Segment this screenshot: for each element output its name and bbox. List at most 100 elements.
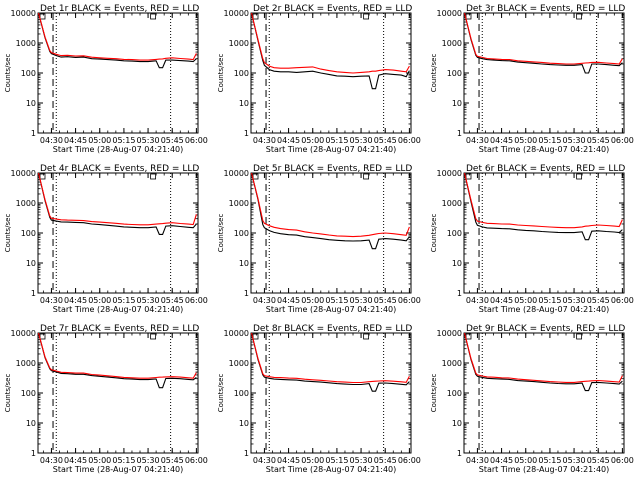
series-black-line <box>251 173 410 250</box>
plot-frame <box>463 332 625 454</box>
series-black-line <box>38 173 197 235</box>
corner-box-right <box>576 13 583 20</box>
y-tick-label: 10000 <box>437 329 462 338</box>
x-tick-05-15: 05:15 <box>112 296 135 305</box>
series-red-line <box>38 173 197 226</box>
y-tick-label: 1000 <box>442 39 462 48</box>
x-tick-04-45: 04:45 <box>277 456 300 465</box>
x-tick-04-30: 04:30 <box>253 296 276 305</box>
y-tick-label: 100 <box>21 389 36 398</box>
corner-box-left <box>252 13 259 20</box>
x-axis-label: Start Time (28-Aug-07 04:21:40) <box>479 305 610 314</box>
x-tick-04-30: 04:30 <box>40 456 63 465</box>
x-tick-06-00: 06:00 <box>398 296 421 305</box>
x-tick-05-00: 05:00 <box>301 296 324 305</box>
y-tick-label: 10000 <box>437 9 462 18</box>
x-tick-04-30: 04:30 <box>466 136 489 145</box>
x-tick-04-45: 04:45 <box>490 456 513 465</box>
y-tick-label: 10000 <box>224 329 249 338</box>
y-tick-label: 1000 <box>442 359 462 368</box>
x-tick-05-30: 05:30 <box>563 296 586 305</box>
x-tick-04-30: 04:30 <box>466 296 489 305</box>
chart-panel: Det 6r BLACK = Events, RED = LLD Counts/s… <box>430 164 634 314</box>
chart-panel: Det 4r BLACK = Events, RED = LLD Counts/s… <box>4 164 208 314</box>
chart-title: Det 7r BLACK = Events, RED = LLD <box>40 324 199 334</box>
series-red-line <box>38 333 197 379</box>
corner-box-left <box>252 333 259 340</box>
x-tick-05-45: 05:45 <box>374 296 397 305</box>
x-tick-06-00: 06:00 <box>185 136 208 145</box>
y-tick-label: 1 <box>457 129 462 138</box>
corner-box-right <box>363 333 370 340</box>
y-tick-label: 10000 <box>437 169 462 178</box>
series-red-line <box>464 173 623 229</box>
x-tick-05-00: 05:00 <box>88 296 111 305</box>
chart-title: Det 5r BLACK = Events, RED = LLD <box>253 164 412 174</box>
x-axis-label: Start Time (28-Aug-07 04:21:40) <box>266 145 397 154</box>
corner-box-right <box>150 173 157 180</box>
x-tick-04-30: 04:30 <box>40 296 63 305</box>
y-tick-label: 1000 <box>16 359 36 368</box>
y-axis-label: Counts/sec <box>4 54 12 93</box>
corner-box-left <box>252 173 259 180</box>
x-tick-05-30: 05:30 <box>350 136 373 145</box>
corner-box-left <box>39 173 46 180</box>
corner-box-right <box>150 333 157 340</box>
x-tick-05-00: 05:00 <box>88 456 111 465</box>
corner-box-left <box>465 13 472 20</box>
x-tick-04-45: 04:45 <box>64 296 87 305</box>
chart-title: Det 6r BLACK = Events, RED = LLD <box>466 164 625 174</box>
y-tick-label: 10 <box>239 419 249 428</box>
corner-box-right <box>576 333 583 340</box>
corner-box-right <box>150 13 157 20</box>
chart-panel: Det 7r BLACK = Events, RED = LLD Counts/s… <box>4 324 208 474</box>
y-tick-label: 10 <box>239 259 249 268</box>
chart-title: Det 8r BLACK = Events, RED = LLD <box>253 324 412 334</box>
series-black-line <box>251 13 410 90</box>
x-tick-05-45: 05:45 <box>587 136 610 145</box>
chart-panel: Det 8r BLACK = Events, RED = LLD Counts/s… <box>217 324 421 474</box>
series-red-line <box>251 13 410 74</box>
x-tick-06-00: 06:00 <box>611 136 634 145</box>
series-red-line <box>464 13 623 65</box>
y-tick-label: 1 <box>457 449 462 458</box>
x-tick-05-15: 05:15 <box>325 456 348 465</box>
series-black-line <box>251 333 410 392</box>
x-tick-05-45: 05:45 <box>374 456 397 465</box>
x-tick-06-00: 06:00 <box>611 456 634 465</box>
chart-title: Det 4r BLACK = Events, RED = LLD <box>40 164 199 174</box>
x-tick-04-45: 04:45 <box>64 136 87 145</box>
y-axis-label: Counts/sec <box>217 374 225 413</box>
x-tick-06-00: 06:00 <box>611 296 634 305</box>
y-tick-label: 100 <box>447 229 462 238</box>
x-tick-05-30: 05:30 <box>563 456 586 465</box>
y-tick-label: 10 <box>26 99 36 108</box>
chart-panel: Det 2r BLACK = Events, RED = LLD Counts/s… <box>217 4 421 154</box>
x-tick-05-30: 05:30 <box>350 296 373 305</box>
x-tick-04-45: 04:45 <box>277 296 300 305</box>
corner-box-right <box>363 13 370 20</box>
y-tick-label: 100 <box>447 389 462 398</box>
y-tick-label: 1 <box>31 129 36 138</box>
y-tick-label: 10 <box>452 99 462 108</box>
y-tick-label: 1000 <box>442 199 462 208</box>
y-tick-label: 10000 <box>11 169 36 178</box>
chart-title: Det 9r BLACK = Events, RED = LLD <box>466 324 625 334</box>
series-black-line <box>464 333 623 392</box>
x-tick-05-45: 05:45 <box>374 136 397 145</box>
y-tick-label: 10 <box>452 419 462 428</box>
x-axis-label: Start Time (28-Aug-07 04:21:40) <box>53 305 184 314</box>
y-tick-label: 1000 <box>16 199 36 208</box>
y-tick-label: 10 <box>26 419 36 428</box>
y-tick-label: 10000 <box>11 329 36 338</box>
x-tick-04-45: 04:45 <box>490 136 513 145</box>
chart-title: Det 1r BLACK = Events, RED = LLD <box>40 4 199 14</box>
x-axis-label: Start Time (28-Aug-07 04:21:40) <box>479 465 610 474</box>
x-tick-04-30: 04:30 <box>253 456 276 465</box>
